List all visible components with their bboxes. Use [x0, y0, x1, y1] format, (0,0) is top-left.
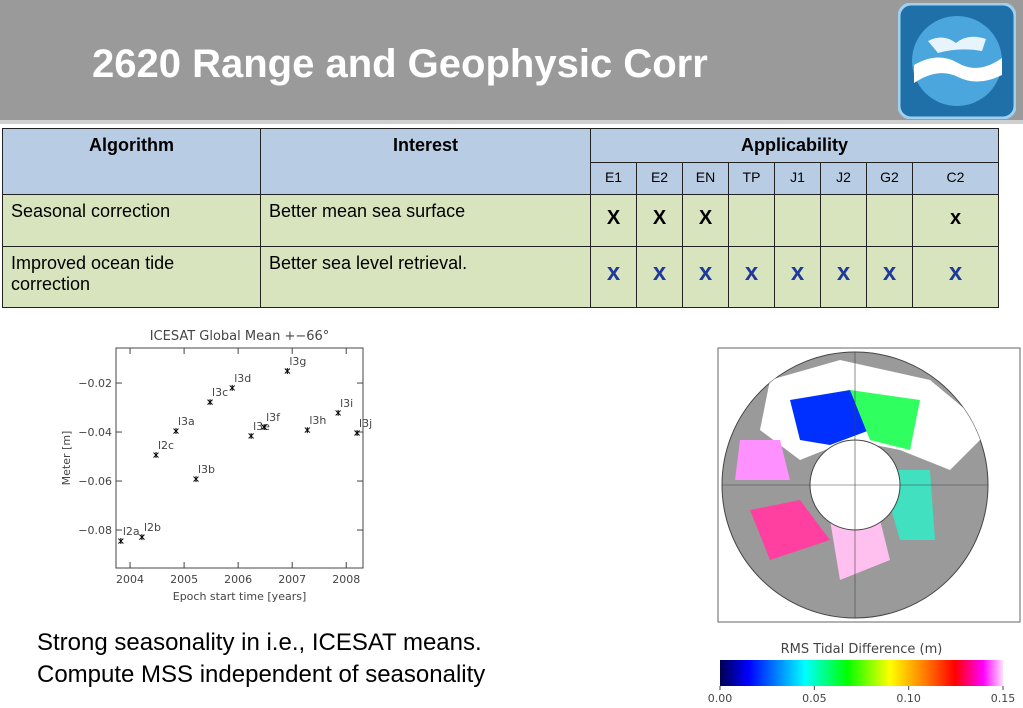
y-axis-label: Meter [m]: [60, 431, 73, 486]
sub-header: E1: [590, 162, 637, 195]
table: Algorithm Interest Applicability E1 E2 EN TP J1…: [2, 128, 999, 308]
x-tick-label: 2006: [224, 573, 252, 586]
point: [304, 427, 311, 434]
caption: Strong seasonality in i.e., ICESAT means…: [37, 629, 482, 656]
mark-cell: [866, 194, 913, 247]
caption: Compute MSS independent of seasonality: [37, 661, 486, 688]
point: [139, 534, 145, 541]
point-label: l2a: [123, 525, 140, 538]
colorbar: [720, 660, 1003, 686]
point-label: l3f: [266, 411, 281, 424]
chart-title: ICESAT Global Mean +−66°: [150, 329, 330, 344]
y-tick-label: −0.08: [78, 524, 112, 537]
interest-cell: Better mean sea surface: [260, 194, 591, 247]
colorbar-tick-label: 0.00: [708, 692, 733, 705]
x-tick-label: 2005: [170, 573, 198, 586]
x-tick-label: 2008: [332, 573, 360, 586]
mark-cell: [774, 194, 821, 247]
colorbar-title: RMS Tidal Difference (m): [781, 642, 943, 657]
point: [207, 399, 213, 406]
mark-cell: x: [682, 246, 729, 308]
point-label: l3h: [309, 414, 326, 427]
point: [335, 409, 341, 416]
point: [173, 428, 179, 435]
mark-cell: x: [774, 246, 821, 308]
mark-cell: x: [866, 246, 913, 308]
sub-header: C2: [912, 162, 999, 195]
point-label: l3c: [212, 386, 228, 399]
point-glyph: [193, 476, 199, 483]
point: [229, 384, 236, 391]
plot-frame: [115, 347, 364, 569]
x-tick-label: 2007: [278, 573, 306, 586]
mark-cell: X: [682, 194, 729, 247]
point-glyph: [118, 538, 124, 545]
sub-header: J1: [774, 162, 821, 195]
column-header: Interest: [260, 128, 591, 195]
point-glyph: [229, 384, 236, 391]
point: [118, 538, 124, 545]
mark-cell: x: [820, 246, 867, 308]
mark-cell: X: [590, 194, 637, 247]
header-bar: 2620 Range and Geophysic Corr: [0, 0, 1023, 124]
point-label: l3e: [253, 420, 270, 433]
sub-header: EN: [682, 162, 729, 195]
point-label: l3g: [289, 355, 306, 368]
point: [261, 424, 267, 431]
x-tick-label: 2004: [116, 573, 144, 586]
algorithm-cell: Seasonal correction: [2, 194, 261, 247]
colorbar-tick-label: 0.10: [896, 692, 921, 705]
point-glyph: [248, 432, 254, 439]
point: [193, 476, 199, 483]
point: [354, 430, 360, 437]
x-axis-label: Epoch start time [years]: [173, 590, 307, 603]
point: [153, 452, 159, 459]
point-label: l2b: [144, 521, 161, 534]
sub-header: E2: [636, 162, 683, 195]
sub-header: TP: [728, 162, 775, 195]
mark-cell: [820, 194, 867, 247]
point-label: l2c: [158, 439, 174, 452]
colorbar-tick-label: 0.15: [991, 692, 1016, 705]
point-label: l3d: [234, 372, 251, 385]
point-glyph: [335, 409, 341, 416]
sub-header: J2: [820, 162, 867, 195]
point-glyph: [173, 428, 179, 435]
mark-cell: x: [636, 246, 683, 308]
point: [248, 432, 254, 439]
point-label: l3i: [340, 397, 353, 410]
logo: [898, 3, 1016, 119]
point-label: l3j: [359, 417, 372, 430]
colorbar-tick-label: 0.05: [802, 692, 827, 705]
mark-cell: x: [728, 246, 775, 308]
mark-cell: X: [636, 194, 683, 247]
y-tick-label: −0.06: [78, 475, 112, 488]
slide-title: 2620 Range and Geophysic Corr: [92, 42, 708, 86]
point-label: l3b: [198, 463, 215, 476]
point-glyph: [153, 452, 159, 459]
column-header: Algorithm: [2, 128, 261, 195]
map: [717, 347, 1021, 623]
point-glyph: [354, 430, 360, 437]
point-glyph: [139, 534, 145, 541]
point-label: l3a: [178, 415, 195, 428]
y-tick-label: −0.02: [78, 377, 112, 390]
sub-header: G2: [866, 162, 913, 195]
mark-cell: x: [912, 246, 999, 308]
point-glyph: [284, 368, 291, 375]
column-header: Applicability: [590, 128, 999, 163]
point: [284, 368, 291, 375]
mark-cell: [728, 194, 775, 247]
algorithm-cell: Improved ocean tide correction: [2, 246, 261, 308]
point-glyph: [207, 399, 213, 406]
mark-cell: x: [912, 194, 999, 247]
y-tick-label: −0.04: [78, 426, 112, 439]
point-glyph: [261, 424, 267, 431]
point-glyph: [304, 427, 311, 434]
interest-cell: Better sea level retrieval.: [260, 246, 591, 308]
mark-cell: x: [590, 246, 637, 308]
